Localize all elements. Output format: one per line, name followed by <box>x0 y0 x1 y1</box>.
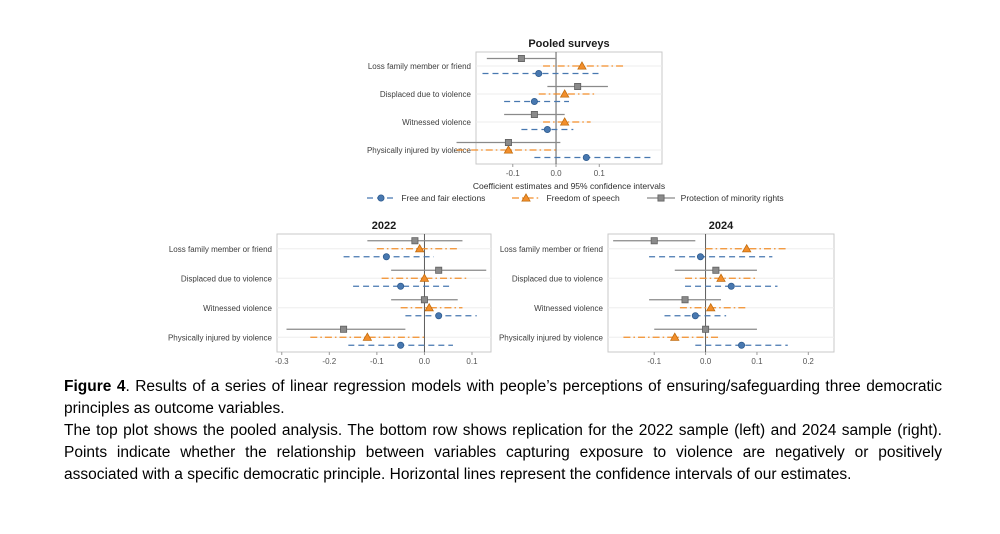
data-point <box>521 193 532 202</box>
data-point <box>362 332 373 341</box>
row-label: Physically injured by violence <box>499 333 604 342</box>
legend-item-circle: Free and fair elections <box>366 192 485 204</box>
x-tick-label: 0.0 <box>419 357 431 366</box>
circle-legend-icon <box>367 194 396 202</box>
row-label: Witnessed violence <box>203 304 272 313</box>
panel-title: 2024 <box>709 220 734 232</box>
plot-area <box>475 51 663 165</box>
x-axis-label: Coefficient estimates and 95% confidence… <box>473 181 665 191</box>
data-point <box>504 139 512 147</box>
row-label: Loss family member or friend <box>368 62 471 71</box>
panel-svg: 2022 Loss family member or friend Displace… <box>168 220 492 366</box>
panel-title: Pooled surveys <box>528 38 609 50</box>
row-label: Physically injured by violence <box>168 333 273 342</box>
data-point <box>382 253 390 261</box>
data-point <box>696 253 704 261</box>
data-point <box>419 273 430 282</box>
figure-label: Figure 4 <box>64 378 126 395</box>
caption-paragraph-1: Figure 4. Results of a series of linear … <box>64 376 942 420</box>
row-label: Displaced due to violence <box>380 90 472 99</box>
x-tick-label: 0.1 <box>594 169 606 178</box>
data-point <box>657 194 665 202</box>
square-legend-icon <box>646 194 675 202</box>
data-point <box>420 296 428 304</box>
figure-caption: Figure 4. Results of a series of linear … <box>64 376 942 486</box>
chart-2022: 2022 Loss family member or friend Displace… <box>151 218 503 373</box>
data-point <box>691 312 699 320</box>
data-point <box>577 61 587 70</box>
data-point <box>681 296 689 304</box>
legend-label: Free and fair elections <box>401 193 486 203</box>
data-point <box>435 266 443 274</box>
data-point <box>705 302 716 312</box>
x-tick-label: -0.1 <box>370 357 384 366</box>
row-label: Loss family member or friend <box>500 245 603 254</box>
data-point <box>738 341 746 349</box>
data-point <box>559 117 570 126</box>
plot-area <box>607 233 835 353</box>
data-point <box>414 243 425 253</box>
data-point <box>712 266 720 274</box>
data-point <box>535 70 543 78</box>
row-label: Loss family member or friend <box>169 245 272 254</box>
legend-label: Freedom of speech <box>546 193 620 203</box>
x-tick-label: 0.0 <box>700 357 712 366</box>
x-tick-label: -0.1 <box>506 169 520 178</box>
data-point <box>340 325 348 333</box>
data-point <box>517 54 525 62</box>
x-tick-label: -0.3 <box>275 357 289 366</box>
caption-paragraph-2: The top plot shows the pooled analysis. … <box>64 422 942 483</box>
data-point <box>716 273 726 282</box>
panel-svg: Pooled surveys Loss family member or frie… <box>367 38 665 191</box>
row-label: Displaced due to violence <box>181 274 273 283</box>
plot-area <box>276 233 492 353</box>
legend-item-square: Protection of minority rights <box>646 192 784 204</box>
data-point <box>530 111 538 119</box>
data-point <box>377 194 385 202</box>
data-point <box>397 282 405 290</box>
row-label: Physically injured by violence <box>367 146 472 155</box>
legend-item-triangle: Freedom of speech <box>511 192 620 204</box>
data-point <box>424 302 434 312</box>
x-tick-label: 0.0 <box>550 169 562 178</box>
data-point <box>650 237 658 245</box>
legend: Free and fair elections Freedom of speech… <box>150 192 1000 204</box>
row-label: Witnessed violence <box>534 304 603 313</box>
panel-svg: 2024 Loss family member or friend Displace… <box>499 220 835 366</box>
data-point <box>503 145 514 154</box>
pooled-surveys-chart: Pooled surveys Loss family member or frie… <box>348 36 674 197</box>
legend-label: Protection of minority rights <box>680 193 784 203</box>
x-tick-label: -0.1 <box>647 357 661 366</box>
data-point <box>397 341 405 349</box>
data-point <box>727 282 735 290</box>
triangle-legend-icon <box>512 193 541 202</box>
x-tick-label: 0.1 <box>466 357 478 366</box>
data-point <box>582 154 590 162</box>
panel-title: 2022 <box>372 220 396 232</box>
row-label: Witnessed violence <box>402 118 471 127</box>
data-point <box>435 312 443 320</box>
row-label: Displaced due to violence <box>512 274 604 283</box>
data-point <box>669 332 680 341</box>
data-point <box>530 98 538 106</box>
x-tick-label: -0.2 <box>322 357 336 366</box>
caption-text-1: . Results of a series of linear regressi… <box>64 378 942 417</box>
data-point <box>543 126 551 134</box>
x-tick-label: 0.2 <box>803 357 815 366</box>
data-point <box>574 83 582 91</box>
data-point <box>741 243 752 253</box>
x-tick-label: 0.1 <box>751 357 763 366</box>
data-point <box>559 89 570 98</box>
chart-2024: 2024 Loss family member or friend Displace… <box>482 218 846 373</box>
data-point <box>702 325 710 333</box>
data-point <box>411 237 419 245</box>
